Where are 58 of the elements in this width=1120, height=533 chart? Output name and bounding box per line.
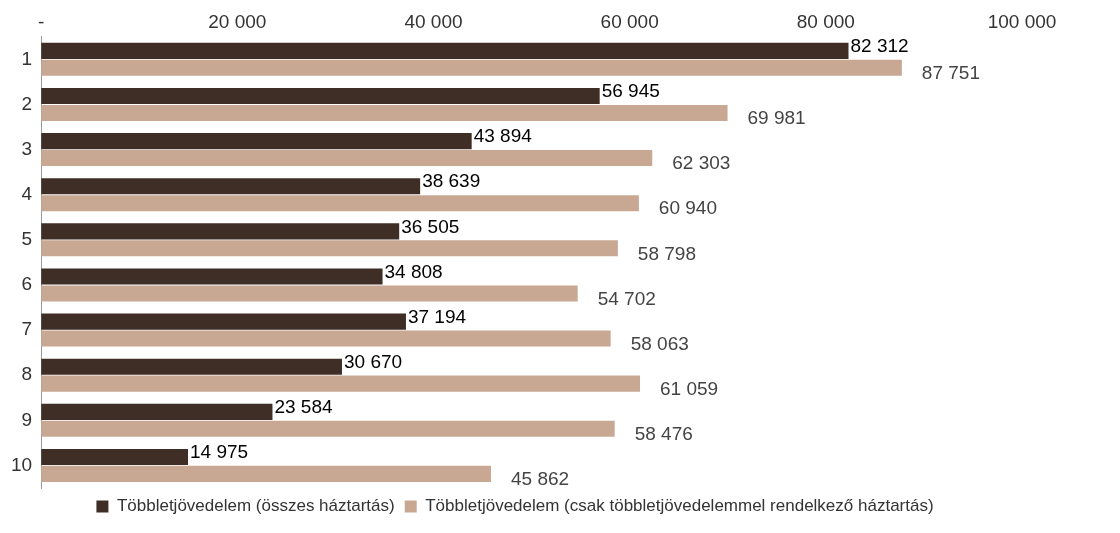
bar	[41, 285, 578, 302]
data-label: 61 059	[660, 377, 719, 399]
x-tick-label: 60 000	[600, 10, 659, 32]
data-label: 82 312	[850, 35, 909, 57]
bar	[41, 358, 342, 375]
y-tick-label: 8	[21, 363, 33, 385]
x-tick-label: 40 000	[404, 10, 463, 32]
data-label: 69 981	[747, 107, 806, 129]
bar	[41, 104, 728, 121]
bar	[41, 87, 600, 105]
data-label: 62 303	[672, 152, 731, 174]
bar	[41, 330, 611, 347]
data-label: 36 505	[401, 215, 460, 237]
data-label: 43 894	[473, 125, 533, 147]
y-tick-label: 6	[21, 273, 33, 295]
bar	[41, 195, 639, 212]
bar	[41, 59, 902, 76]
bar	[41, 240, 618, 257]
bar	[41, 420, 615, 437]
bar	[41, 150, 653, 167]
bar	[41, 375, 641, 392]
bar	[41, 465, 491, 482]
y-tick-label: 4	[21, 182, 33, 204]
data-label: 87 751	[921, 62, 980, 84]
data-label: 56 945	[601, 80, 660, 102]
x-tick-label: 80 000	[796, 10, 855, 32]
y-tick-label: 2	[21, 92, 33, 114]
legend-label: Többletjövedelem (csak többletjövedelemmel rendelkező háztartás)	[425, 496, 934, 516]
data-label: 60 940	[658, 197, 717, 219]
bar	[41, 133, 472, 150]
bar	[41, 42, 849, 59]
data-label: 58 476	[634, 423, 693, 445]
bar	[41, 313, 406, 330]
bar	[41, 448, 189, 466]
data-label: 30 670	[343, 350, 403, 372]
bar	[41, 223, 400, 240]
bar	[41, 178, 421, 195]
data-label: 14 975	[190, 441, 249, 463]
data-label: 34 808	[384, 260, 443, 282]
data-label: 38 639	[422, 170, 481, 192]
data-label: 58 798	[637, 242, 696, 264]
data-label: 37 194	[407, 305, 467, 327]
y-tick-label: 1	[21, 47, 33, 69]
legend-label: Többletjövedelem (összes háztartás)	[116, 496, 395, 516]
y-tick-label: 7	[21, 318, 33, 340]
y-tick-label: 5	[21, 228, 33, 250]
y-tick-label: 9	[21, 408, 33, 430]
data-label: 45 862	[510, 468, 570, 490]
x-tick-label: 20 000	[208, 10, 267, 32]
bar	[41, 268, 383, 285]
y-tick-label: 3	[21, 137, 33, 159]
x-tick-label: -	[37, 10, 45, 32]
data-label: 58 063	[630, 332, 689, 354]
y-tick-label: 10	[10, 453, 33, 475]
data-label: 23 584	[274, 396, 334, 418]
bar	[41, 403, 273, 420]
data-label: 54 702	[597, 287, 656, 309]
x-tick-label: 100 000	[987, 10, 1057, 32]
